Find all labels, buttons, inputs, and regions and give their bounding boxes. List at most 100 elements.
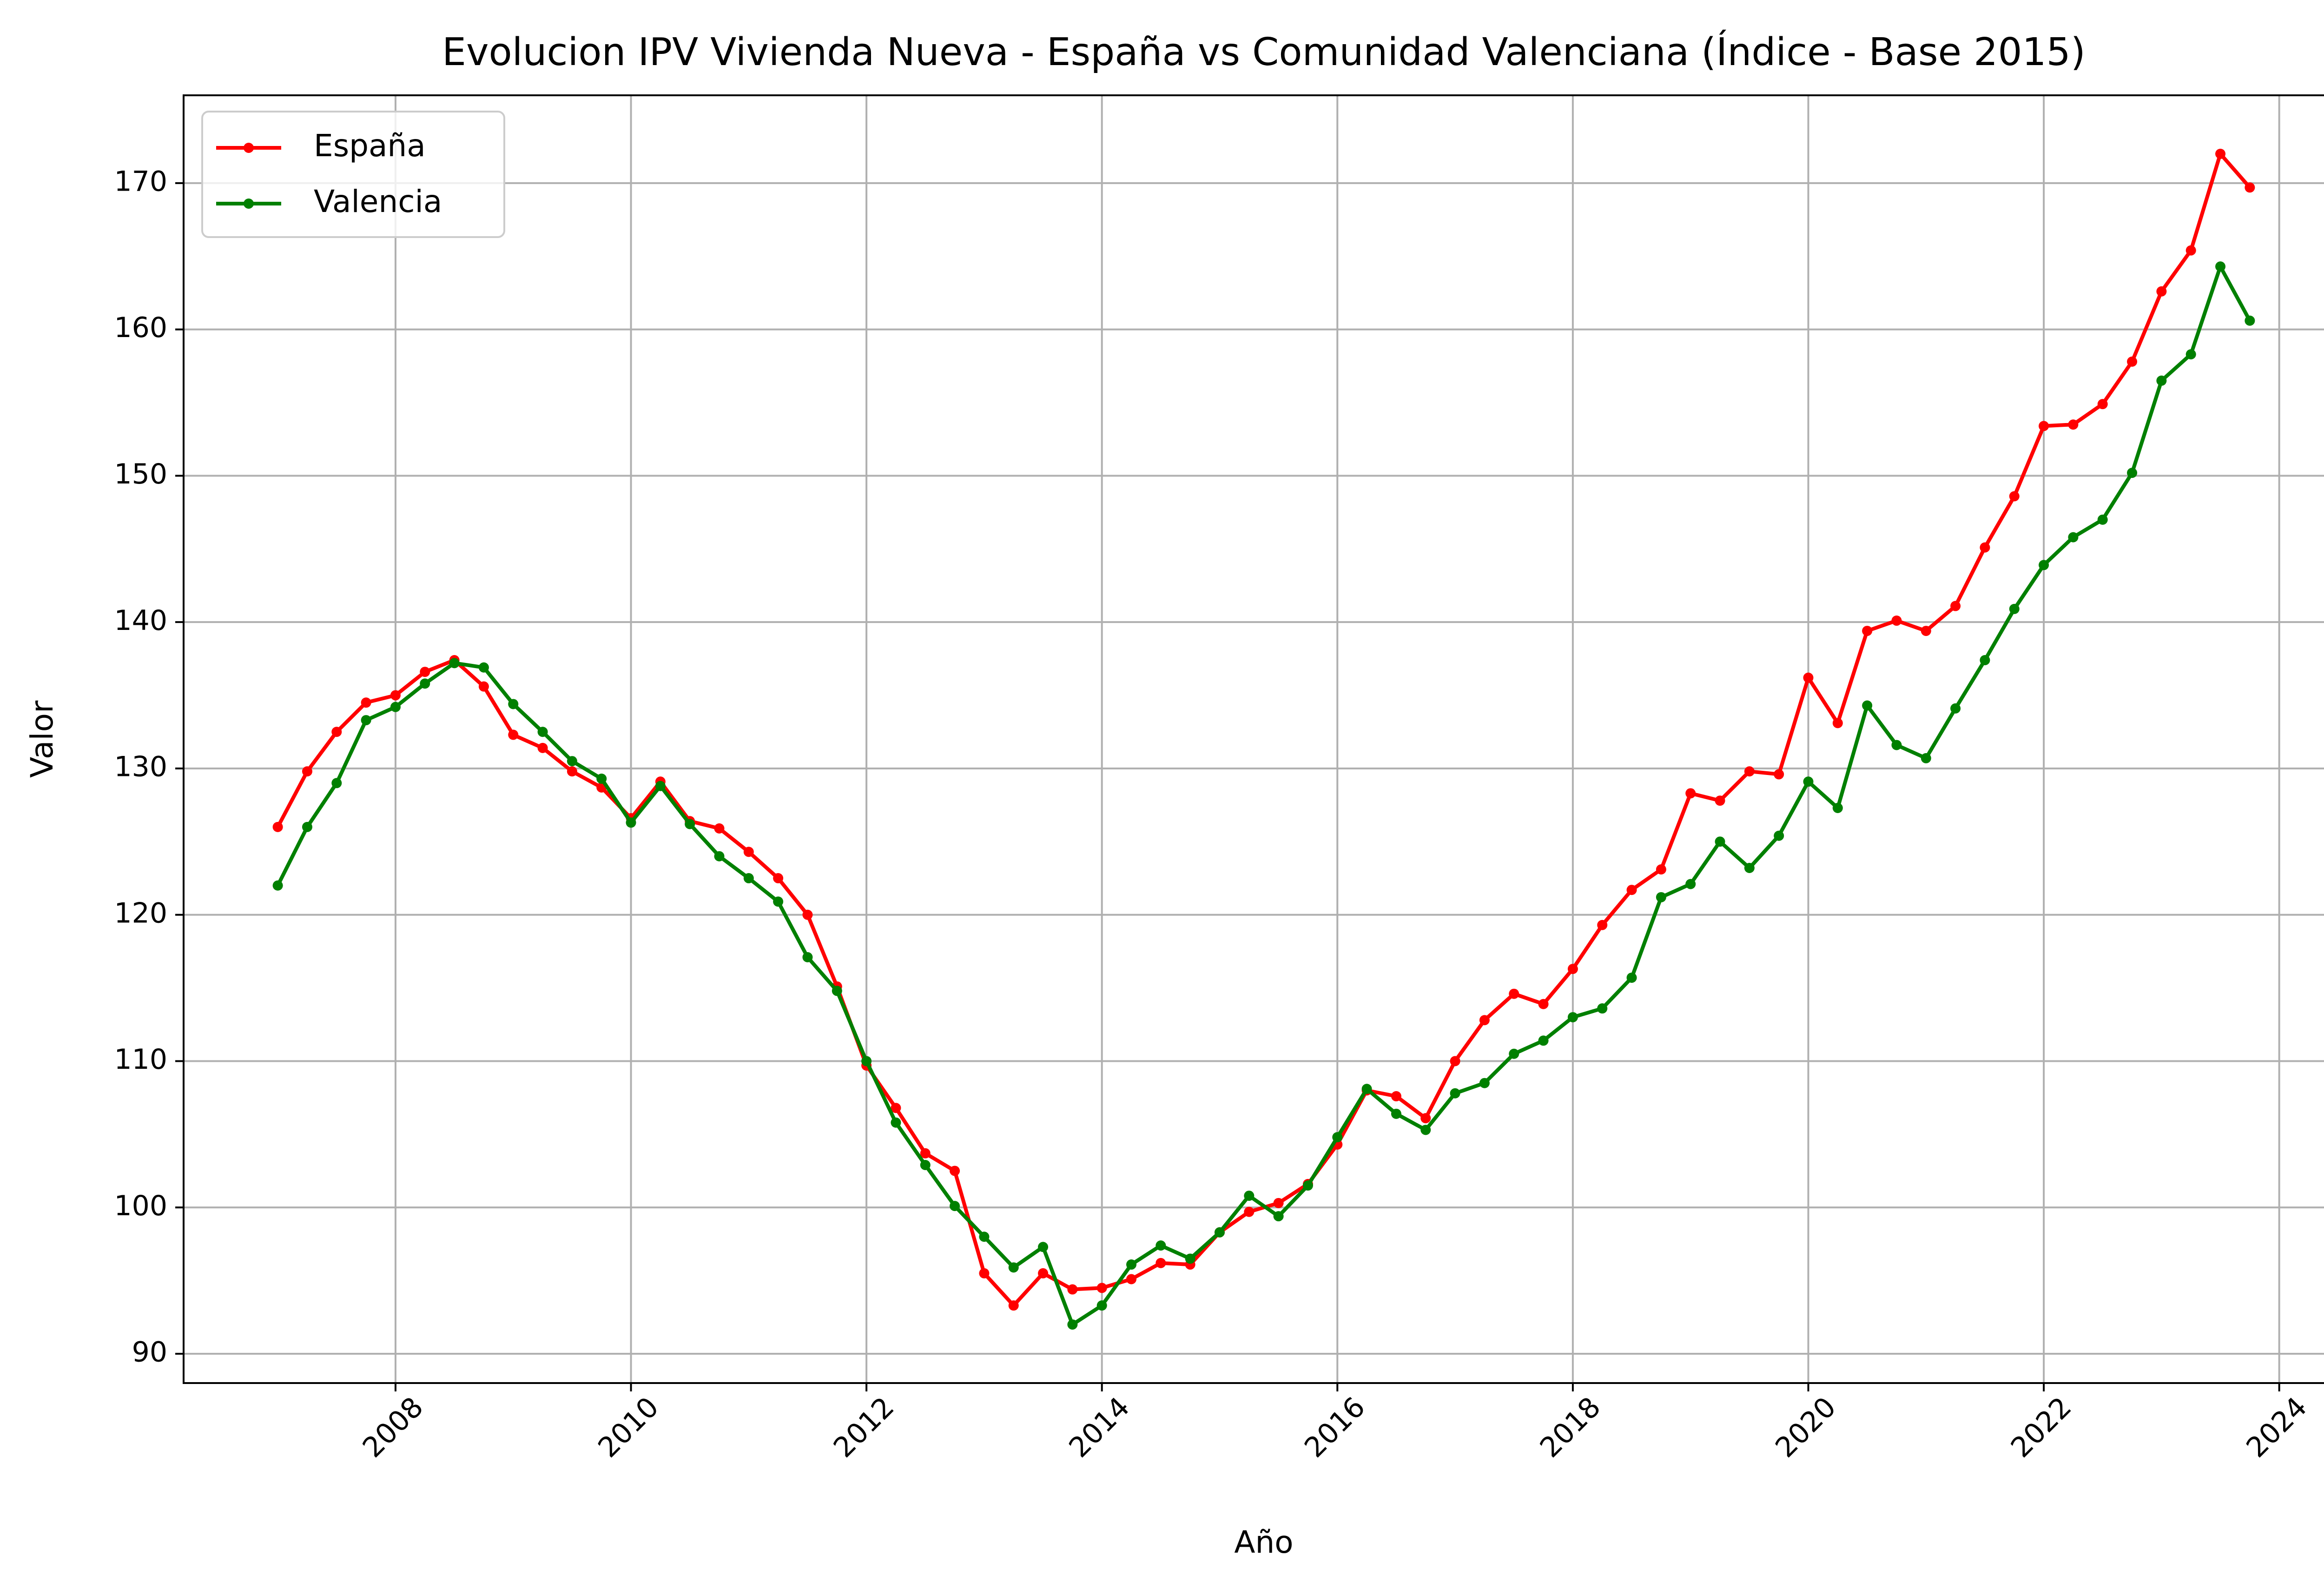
data-point: [1420, 1125, 1431, 1135]
data-point: [508, 729, 519, 740]
y-tick-label: 100: [114, 1190, 167, 1222]
data-point: [743, 847, 754, 857]
data-point: [1832, 802, 1843, 813]
data-point: [537, 727, 548, 737]
data-point: [1980, 655, 1990, 666]
y-tick-label: 130: [114, 751, 167, 783]
data-point: [1096, 1283, 1107, 1293]
data-point: [743, 873, 754, 884]
data-point: [272, 880, 283, 891]
data-point: [1921, 753, 1931, 763]
data-point: [1744, 766, 1755, 777]
data-point: [420, 678, 430, 689]
data-point: [979, 1231, 990, 1242]
grid-lines: [184, 95, 2324, 1383]
data-point: [1538, 999, 1549, 1009]
data-point: [2097, 514, 2108, 525]
data-point: [2039, 421, 2049, 431]
data-point: [272, 821, 283, 832]
y-tick-label: 90: [132, 1336, 167, 1369]
legend-label: Valencia: [314, 184, 442, 219]
data-point: [655, 781, 666, 791]
data-point: [331, 727, 342, 737]
data-point: [478, 662, 489, 673]
data-point: [2245, 315, 2255, 326]
data-point: [1921, 626, 1931, 636]
data-point: [861, 1056, 872, 1066]
y-tick-label: 140: [114, 604, 167, 637]
data-point: [920, 1159, 931, 1170]
data-point: [1479, 1078, 1490, 1088]
chart-title: Evolucion IPV Vivienda Nueva - España vs…: [442, 30, 2086, 74]
data-point: [1538, 1035, 1549, 1046]
data-point: [1067, 1319, 1078, 1330]
data-point: [1038, 1268, 1049, 1278]
data-point: [1803, 672, 1814, 683]
data-point: [1509, 988, 1519, 999]
data-point: [390, 702, 401, 712]
data-point: [2039, 560, 2049, 570]
data-point: [1656, 864, 1666, 875]
data-point: [2245, 182, 2255, 193]
legend-item: España: [216, 128, 426, 164]
data-point: [773, 896, 784, 907]
data-point: [1567, 1012, 1578, 1023]
series-line: [276, 265, 2251, 1327]
data-point: [1067, 1284, 1078, 1295]
data-point: [2097, 399, 2108, 410]
data-point: [1685, 788, 1696, 799]
data-point: [1302, 1180, 1313, 1191]
data-point: [626, 817, 636, 828]
legend: España Valencia: [201, 111, 505, 238]
data-point: [2185, 349, 2196, 360]
legend-box: [201, 111, 505, 238]
data-point: [802, 952, 813, 963]
data-point: [2215, 148, 2226, 159]
data-point: [1096, 1300, 1107, 1311]
data-point: [2068, 419, 2079, 430]
data-point: [1509, 1048, 1519, 1059]
y-tick-label: 160: [114, 311, 167, 344]
data-point: [449, 658, 460, 669]
data-point: [891, 1117, 901, 1128]
data-point: [1980, 542, 1990, 553]
data-point: [1008, 1300, 1019, 1311]
data-point: [950, 1201, 960, 1212]
data-point: [1155, 1240, 1166, 1251]
y-axis-label: Valor: [24, 700, 60, 778]
data-point: [2156, 286, 2167, 297]
series-lines: [272, 148, 2255, 1330]
data-point: [1832, 718, 1843, 728]
data-point: [1744, 863, 1755, 873]
y-axis-ticks: 90 100 110 120 130 140 150 160 170: [114, 165, 184, 1369]
data-point: [567, 766, 577, 777]
data-point: [302, 766, 312, 777]
plot-area-frame: [183, 94, 2324, 1384]
data-point: [302, 821, 312, 832]
y-tick-label: 120: [114, 897, 167, 929]
legend-label: España: [314, 128, 426, 164]
data-point: [508, 699, 519, 709]
data-point: [1008, 1262, 1019, 1273]
data-point: [2156, 375, 2167, 386]
data-point: [979, 1268, 990, 1278]
data-point: [1950, 601, 1961, 611]
data-point: [1332, 1132, 1343, 1143]
data-point: [1391, 1091, 1401, 1102]
data-point: [2185, 245, 2196, 256]
data-point: [1361, 1084, 1372, 1094]
data-point: [1891, 616, 1902, 626]
series-valencia: [272, 261, 2255, 1330]
data-point: [1215, 1227, 1225, 1238]
data-point: [1420, 1113, 1431, 1124]
data-point: [714, 823, 725, 834]
data-point: [537, 742, 548, 753]
data-point: [1950, 703, 1961, 714]
data-point: [2127, 468, 2138, 478]
data-point: [1715, 836, 1725, 847]
data-point: [331, 778, 342, 788]
data-point: [361, 697, 371, 708]
data-point: [2009, 603, 2020, 614]
